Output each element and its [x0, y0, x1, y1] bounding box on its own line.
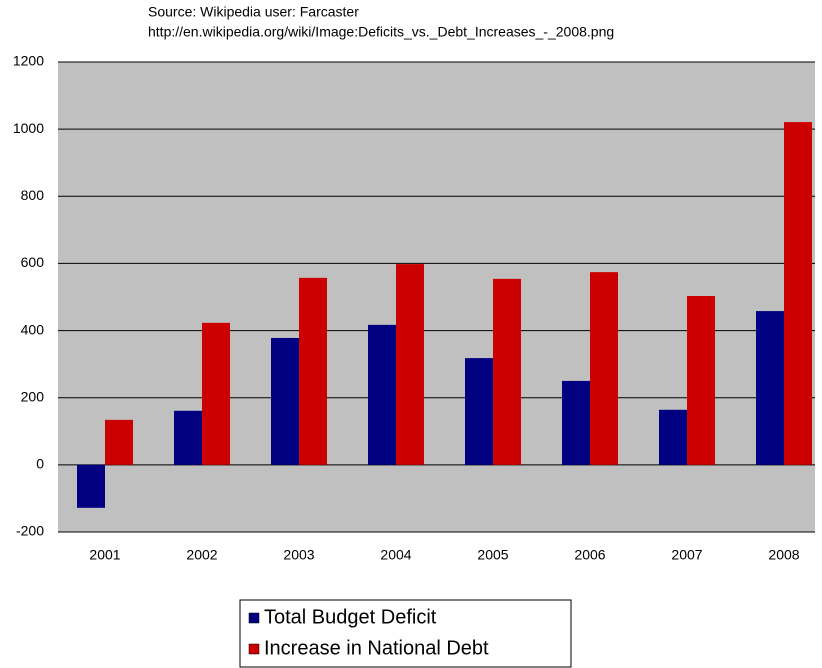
y-tick-label: 600: [21, 254, 45, 270]
bar: [174, 410, 202, 465]
bar: [784, 122, 812, 465]
bar: [687, 295, 715, 465]
y-tick-label: 1000: [13, 120, 44, 136]
legend-swatch: [248, 643, 260, 655]
bar: [465, 358, 493, 465]
x-tick-label: 2004: [380, 547, 411, 563]
source-line: Source: Wikipedia user: Farcaster: [148, 4, 359, 20]
source-url: http://en.wikipedia.org/wiki/Image:Defic…: [148, 24, 614, 40]
bar: [271, 337, 299, 465]
x-tick-label: 2008: [768, 547, 799, 563]
legend-box: [239, 599, 572, 668]
y-tick-label: 800: [21, 187, 45, 203]
legend-swatch: [248, 612, 260, 624]
bar: [77, 464, 105, 508]
bar: [105, 419, 133, 465]
bar: [590, 272, 618, 465]
x-tick-label: 2001: [89, 547, 120, 563]
bar: [368, 324, 396, 465]
bar: [493, 278, 521, 465]
y-tick-label: 0: [36, 456, 44, 472]
bar: [756, 311, 784, 465]
bar: [396, 264, 424, 465]
x-tick-label: 2006: [574, 547, 605, 563]
legend-label: Increase in National Debt: [264, 637, 489, 659]
bar: [202, 322, 230, 465]
x-tick-label: 2003: [283, 547, 314, 563]
y-tick-label: 400: [21, 321, 45, 337]
x-tick-label: 2002: [186, 547, 217, 563]
legend-label: Total Budget Deficit: [264, 606, 437, 628]
bar: [299, 277, 327, 465]
y-tick-label: 200: [21, 388, 45, 404]
x-tick-label: 2005: [477, 547, 508, 563]
y-tick-label: 1200: [13, 53, 44, 69]
bar: [562, 380, 590, 465]
x-tick-label: 2007: [671, 547, 702, 563]
y-tick-label: -200: [16, 523, 44, 539]
bar: [659, 409, 687, 465]
